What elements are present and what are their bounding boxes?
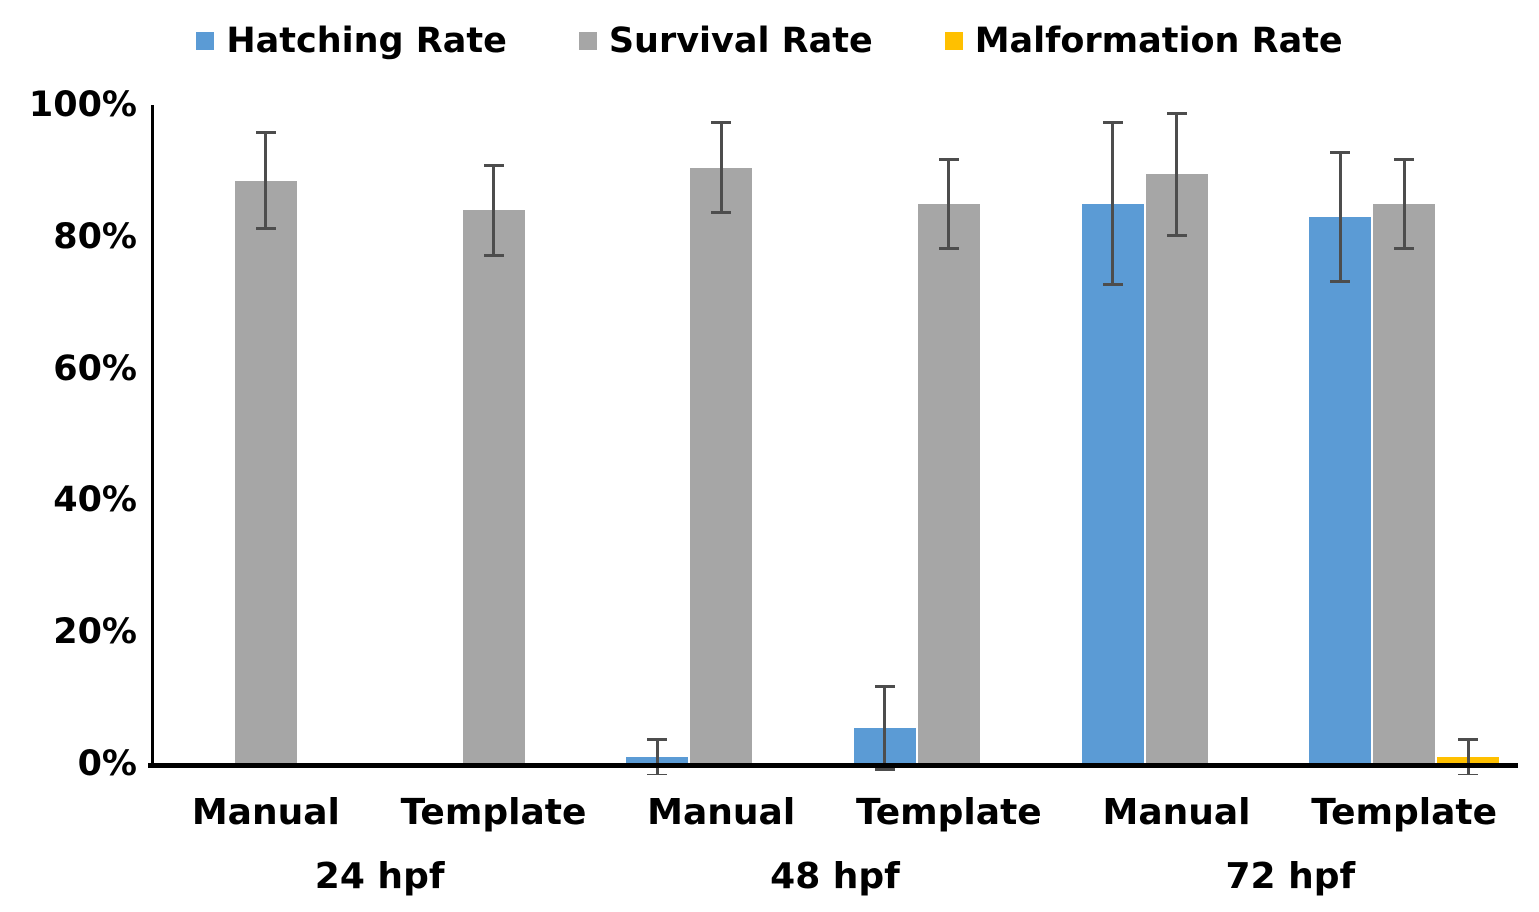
error-bar-cap-top [483, 164, 504, 168]
y-axis-line [151, 105, 154, 768]
legend-item-malformation: Malformation Rate [944, 21, 1343, 61]
error-bar-cap-top [1394, 157, 1415, 161]
error-bar-cap-top [874, 684, 895, 688]
error-bar-cap-bottom [874, 767, 895, 771]
legend-item-hatching: Hatching Rate [196, 21, 507, 61]
group-label: 48 hpf [770, 856, 900, 897]
error-bar-cap-bottom [1330, 279, 1351, 283]
error-bar-cap-top [1458, 737, 1479, 741]
category-label: Manual [191, 792, 340, 833]
y-tick-label: 80% [53, 216, 137, 257]
error-bar-cap-bottom [711, 210, 732, 214]
error-bar-line [1466, 737, 1470, 775]
legend-swatch-hatching-icon [196, 32, 215, 50]
group-label: 72 hpf [1225, 856, 1356, 897]
error-bar-line [1338, 151, 1342, 283]
legend-label-hatching: Hatching Rate [226, 21, 507, 61]
legend: Hatching Rate Survival Rate Malformation… [0, 16, 1539, 66]
bar-survival-rate [462, 210, 525, 764]
x-axis-line [148, 763, 1518, 768]
error-bar-cap-bottom [483, 253, 504, 257]
error-bar-line [1175, 111, 1178, 237]
y-tick-label: 20% [53, 612, 137, 653]
category-label: Template [855, 792, 1042, 833]
group-label: 24 hpf [314, 856, 445, 897]
error-bar-cap-top [255, 131, 276, 135]
error-bar-cap-top [1330, 151, 1351, 155]
error-bar-line [655, 737, 659, 775]
error-bar-cap-top [938, 157, 959, 161]
category-label: Manual [647, 792, 796, 833]
error-bar-cap-bottom [938, 246, 959, 250]
legend-label-survival: Survival Rate [608, 21, 873, 61]
error-bar-line [1402, 157, 1406, 250]
bar-hatching-rate [1081, 203, 1144, 764]
legend-swatch-survival-icon [578, 32, 597, 50]
error-bar-cap-top [711, 121, 732, 125]
error-bar-cap-bottom [255, 227, 276, 231]
y-tick-label: 0% [77, 744, 137, 784]
error-bar-line [719, 121, 723, 214]
error-bar-line [883, 684, 887, 771]
y-tick-label: 100% [28, 85, 137, 125]
error-bar-line [492, 164, 495, 257]
bar-hatching-rate [1309, 217, 1372, 764]
error-bar-cap-bottom [1458, 774, 1479, 775]
plot-area [234, 111, 1500, 775]
legend-item-survival: Survival Rate [578, 21, 873, 61]
category-label: Template [400, 792, 587, 833]
y-tick-label: 60% [53, 348, 137, 389]
bar-survival-rate [917, 203, 980, 764]
error-bar-cap-bottom [647, 774, 668, 775]
bar-survival-rate [1145, 174, 1208, 764]
error-bar-cap-top [647, 737, 668, 741]
bar-survival-rate [690, 167, 753, 764]
error-bar-line [1111, 121, 1114, 287]
legend-label-malformation: Malformation Rate [974, 21, 1343, 61]
legend-swatch-malformation-icon [944, 32, 963, 50]
error-bar-cap-top [1102, 121, 1123, 125]
bar-survival-rate [234, 180, 297, 764]
error-bar-cap-bottom [1102, 283, 1123, 287]
error-bar-line [264, 131, 268, 231]
category-label: Manual [1102, 792, 1251, 833]
category-label: Template [1311, 792, 1498, 833]
error-bar-cap-bottom [1166, 233, 1187, 237]
error-bar-cap-top [1166, 111, 1187, 115]
error-bar-line [947, 157, 951, 250]
bar-survival-rate [1373, 203, 1436, 764]
error-bar-cap-bottom [1394, 246, 1415, 250]
y-tick-label: 40% [53, 480, 137, 521]
